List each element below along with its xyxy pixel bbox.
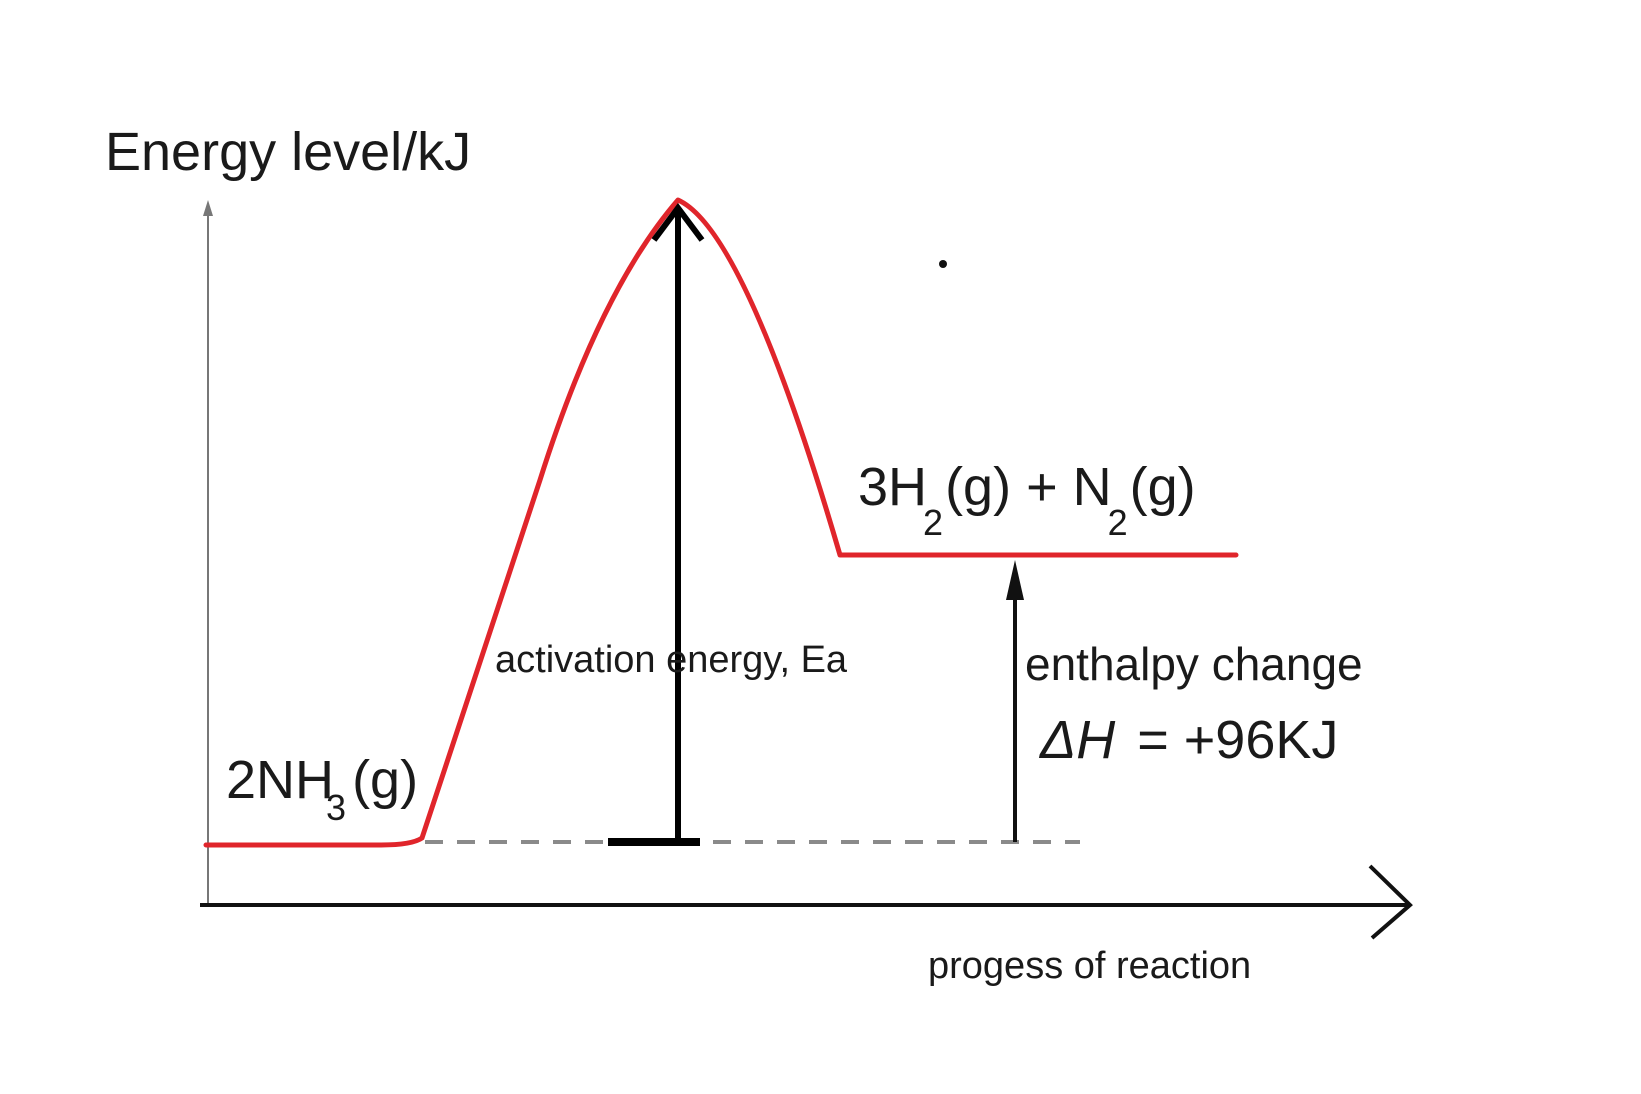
reactant-formula: 2NH xyxy=(226,750,334,810)
stray-dot xyxy=(939,260,947,268)
product-n2-subscript: 2 xyxy=(1108,502,1128,543)
y-axis-arrowhead xyxy=(203,200,213,216)
product-h2-state: (g) + N xyxy=(945,457,1112,517)
delta-h-label: ΔH = +96KJ xyxy=(1038,710,1338,770)
x-axis-arrowhead xyxy=(1368,864,1413,940)
reactant-label: 2NH3 (g) xyxy=(226,750,418,828)
product-label: 3H 2(g) + N 2(g) xyxy=(858,457,1196,543)
delta-h-symbol: ΔH xyxy=(1038,710,1116,770)
y-axis-label: Energy level/kJ xyxy=(105,122,471,182)
activation-energy-label: activation energy, Ea xyxy=(495,639,848,681)
product-h2: 3H xyxy=(858,457,927,517)
activation-energy-arrowhead xyxy=(651,203,705,242)
delta-h-value: = +96KJ xyxy=(1137,710,1338,770)
enthalpy-change-arrowhead xyxy=(1006,560,1024,600)
reaction-energy-curve xyxy=(203,197,1239,848)
reactant-state: (g) xyxy=(352,750,418,810)
product-n2-state: (g) xyxy=(1130,457,1196,517)
reactant-subscript: 3 xyxy=(326,787,346,828)
x-axis-label: progess of reaction xyxy=(928,945,1251,987)
product-h2-subscript: 2 xyxy=(923,502,943,543)
enthalpy-change-label: enthalpy change xyxy=(1025,638,1363,690)
